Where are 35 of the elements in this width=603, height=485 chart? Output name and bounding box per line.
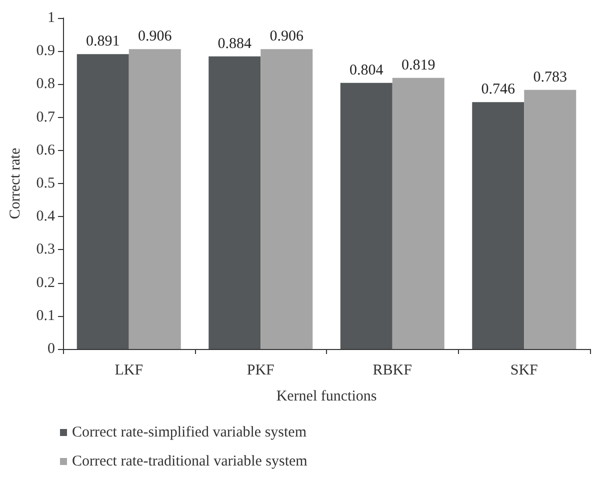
bar: [76, 54, 129, 349]
x-tick-label: LKF: [114, 362, 144, 378]
x-tick-label: SKF: [510, 362, 538, 378]
y-tick-label: 0.3: [36, 242, 55, 258]
y-axis-title: Correct rate: [8, 148, 24, 220]
legend-label: Correct rate-traditional variable system: [72, 454, 308, 470]
x-tick-label: PKF: [246, 362, 274, 378]
bar: [472, 102, 524, 349]
bar: [340, 82, 392, 349]
bar: [208, 56, 261, 349]
y-tick-label: 0.4: [36, 208, 56, 225]
data-label: 0.819: [402, 57, 436, 74]
y-tick-label: 0: [48, 341, 55, 357]
y-tick-label: 0.7: [36, 109, 56, 126]
data-label: 0.891: [86, 34, 120, 50]
y-tick-label: 0.6: [36, 142, 56, 158]
x-tick-label: RBKF: [372, 362, 412, 378]
data-label: 0.746: [481, 82, 516, 98]
bar: [524, 90, 576, 349]
bar: [128, 49, 181, 349]
y-tick-label: 0.1: [36, 308, 55, 324]
data-label: 0.906: [270, 28, 304, 45]
y-tick-label: 0.8: [36, 76, 55, 92]
y-tick-label: 0.5: [36, 176, 55, 192]
y-tick-label: 0.2: [36, 274, 55, 291]
x-axis-title: Kernel functions: [276, 388, 377, 404]
data-label: 0.804: [350, 62, 384, 78]
bar: [260, 49, 313, 349]
y-tick-label: 1: [48, 10, 55, 26]
data-label: 0.884: [218, 36, 252, 52]
data-label: 0.906: [138, 28, 172, 45]
legend-label: Correct rate-simplified variable system: [72, 424, 307, 440]
bar: [392, 78, 444, 349]
y-tick-label: 0.9: [36, 43, 55, 60]
data-label: 0.783: [533, 69, 567, 86]
